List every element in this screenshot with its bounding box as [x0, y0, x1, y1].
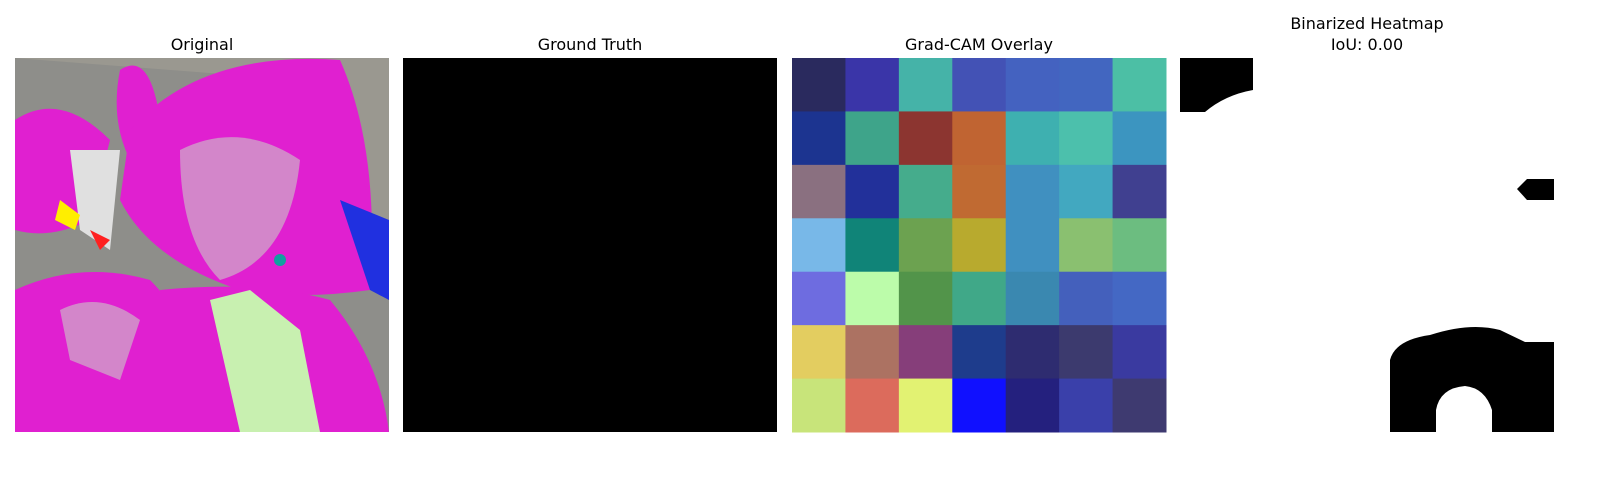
heatmap-cell: [898, 218, 953, 273]
heatmap-cell: [792, 378, 846, 433]
heatmap-cell: [1112, 58, 1167, 112]
original-image: [15, 58, 389, 432]
heatmap-cell: [845, 164, 900, 219]
panel-title: Grad-CAM Overlay: [905, 35, 1053, 54]
heatmap-cell: [952, 58, 1007, 112]
heatmap-cell: [1059, 378, 1114, 433]
heatmap-cell: [845, 378, 900, 433]
heatmap-cell: [1112, 218, 1167, 273]
heatmap-cell: [792, 58, 846, 112]
heatmap-cell: [952, 271, 1007, 326]
panel-title: Ground Truth: [538, 35, 643, 54]
heatmap-cell: [952, 164, 1007, 219]
heatmap-cell: [898, 271, 953, 326]
heatmap-cell: [792, 111, 846, 166]
heatmap-cell: [845, 111, 900, 166]
heatmap-cell: [845, 58, 900, 112]
panel-title: Binarized Heatmap: [1290, 14, 1443, 33]
heatmap-cell: [1005, 111, 1060, 166]
heatmap-cell: [952, 111, 1007, 166]
heatmap-cell: [1059, 164, 1114, 219]
heatmap-cell: [792, 164, 846, 219]
heatmap-cell: [845, 271, 900, 326]
panel-title: Original: [171, 35, 234, 54]
binarized-image: [1180, 58, 1554, 432]
heatmap-cell: [898, 111, 953, 166]
heatmap-cell: [1112, 325, 1167, 380]
heatmap-cell: [1059, 58, 1114, 112]
heatmap-cell: [1112, 271, 1167, 326]
gradcam-image: [792, 58, 1167, 433]
heatmap-cell: [1005, 218, 1060, 273]
ground-truth-image: [403, 58, 777, 432]
heatmap-cell: [1112, 378, 1167, 433]
heatmap-cell: [1112, 164, 1167, 219]
heatmap-cell: [1059, 111, 1114, 166]
heatmap-cell: [898, 58, 953, 112]
heatmap-cell: [792, 271, 846, 326]
heatmap-cell: [845, 218, 900, 273]
panel-subtitle: IoU: 0.00: [1331, 35, 1403, 54]
heatmap-cell: [1059, 271, 1114, 326]
heatmap-cell: [898, 164, 953, 219]
heatmap-cell: [898, 325, 953, 380]
heatmap-cell: [1112, 111, 1167, 166]
heatmap-cell: [1005, 58, 1060, 112]
heatmap-cell: [792, 325, 846, 380]
heatmap-cell: [952, 325, 1007, 380]
heatmap-cell: [1059, 218, 1114, 273]
heatmap-cell: [1005, 164, 1060, 219]
heatmap-cell: [952, 378, 1007, 433]
heatmap-cell: [952, 218, 1007, 273]
heatmap-cell: [792, 218, 846, 273]
heatmap-cell: [1005, 325, 1060, 380]
heatmap-cell: [1005, 378, 1060, 433]
heatmap-cell: [1059, 325, 1114, 380]
heatmap-cell: [1005, 271, 1060, 326]
heatmap-cell: [898, 378, 953, 433]
heatmap-cell: [845, 325, 900, 380]
